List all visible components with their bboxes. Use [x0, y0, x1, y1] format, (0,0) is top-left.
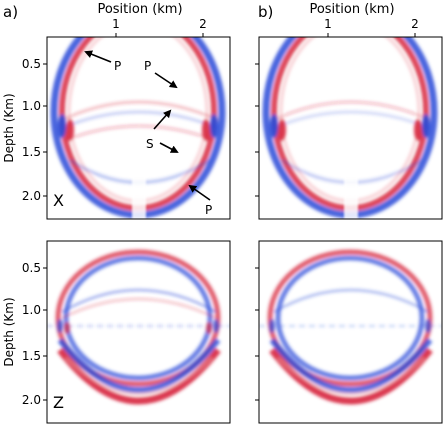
annotation-p: P [205, 203, 212, 217]
top-axis-label-right: Position (km) [309, 2, 394, 17]
y-tick-label: 2.0 [22, 393, 41, 407]
annotation-s: S [146, 137, 154, 151]
x-ticks-right: 1 2 [324, 17, 419, 37]
panel-frame [46, 240, 231, 424]
y-tick-label: 2.0 [22, 189, 41, 203]
x-tick-label: 2 [411, 17, 419, 31]
top-axis-label-left: Position (km) [97, 2, 182, 17]
row-label-z: Z [53, 393, 64, 412]
panel-frame [258, 36, 443, 220]
panel-frame [258, 240, 443, 424]
y-tick-label: 1.5 [22, 145, 41, 159]
panel-letter-b: b) [258, 3, 273, 21]
y-tick-label: 0.5 [22, 57, 41, 71]
y-ticks-top: 0.5 1.0 1.5 2.0 [22, 57, 47, 203]
x-ticks-left: 1 2 [112, 17, 207, 37]
x-tick-label: 1 [112, 17, 120, 31]
row-label-x: X [53, 191, 64, 210]
x-tick-label: 1 [324, 17, 332, 31]
panel-letter-a: a) [3, 3, 18, 21]
y-ticks-bottom: 0.5 1.0 1.5 2.0 [22, 261, 47, 407]
panel-z-a [47, 241, 230, 423]
y-tick-label: 1.0 [22, 99, 41, 113]
y-tick-label: 0.5 [22, 261, 41, 275]
y-tick-label: 1.0 [22, 303, 41, 317]
x-tick-label: 2 [199, 17, 207, 31]
panel-x-b [259, 37, 442, 219]
y-axis-label-bottom: Depth (Km) [2, 297, 16, 366]
y-tick-label: 1.5 [22, 349, 41, 363]
annotation-p: P [144, 59, 151, 73]
panel-z-b [259, 241, 442, 423]
panel-frame [46, 36, 231, 220]
annotation-arrows: P P S P [84, 50, 212, 217]
y-ticks-right-columns [255, 63, 259, 401]
annotation-p: P [114, 59, 121, 73]
y-axis-label-top: Depth (Km) [2, 93, 16, 162]
panel-x-a [47, 37, 230, 219]
